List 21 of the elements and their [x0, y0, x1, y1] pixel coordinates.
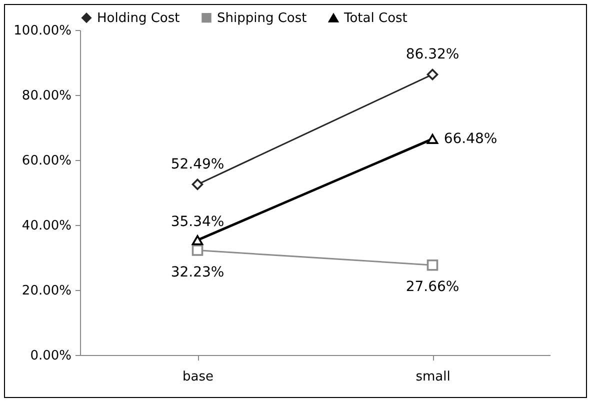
data-label: 52.49% — [170, 156, 224, 172]
legend-label: Total Cost — [343, 11, 408, 26]
legend-label: Holding Cost — [97, 10, 180, 26]
legend-label: Shipping Cost — [217, 10, 307, 26]
point — [426, 259, 438, 271]
data-label: 32.23% — [170, 264, 224, 280]
x-tick-label: small — [416, 370, 450, 384]
y-tick-label: 100.00% — [14, 24, 72, 38]
data-label: 27.66% — [406, 279, 460, 296]
x-tick-label: base — [182, 370, 214, 384]
point — [426, 68, 438, 80]
data-label: 86.32% — [406, 46, 460, 62]
y-tick-label: 20.00% — [22, 284, 72, 298]
data-label: 35.34% — [170, 214, 224, 230]
y-tick-label: 0.00% — [30, 348, 72, 364]
y-tick-label: 60.00% — [22, 154, 72, 168]
y-tick-label: 80.00% — [22, 88, 72, 104]
data-label: 66.48% — [444, 130, 498, 147]
y-tick-label: 40.00% — [22, 218, 72, 234]
point — [192, 178, 204, 190]
point — [192, 244, 204, 256]
